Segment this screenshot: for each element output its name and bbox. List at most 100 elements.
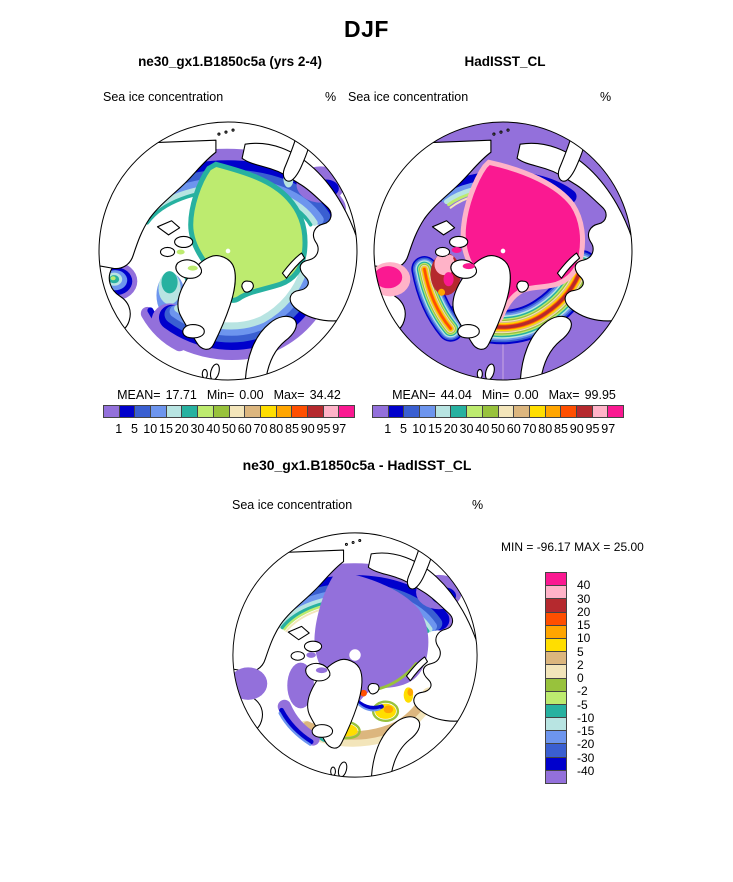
colorbar-cell <box>228 405 246 418</box>
max-value: 25.00 <box>613 540 644 554</box>
obs-units-label: % <box>600 90 612 104</box>
colorbar-cell <box>419 405 436 418</box>
colorbar-cells <box>545 572 567 784</box>
colorbar-tick-label: 70 <box>522 422 537 436</box>
colorbar-cell <box>575 405 593 418</box>
colorbar-tick-label: 50 <box>222 422 236 436</box>
max-label: MAX = <box>574 540 611 554</box>
colorbar-cell <box>545 651 567 666</box>
colorbar-cell <box>338 405 355 418</box>
max-value: 34.42 <box>309 388 341 402</box>
colorbar-tick-label: 70 <box>253 422 268 436</box>
colorbar-tick-label: 5 <box>131 422 138 436</box>
colorbar-tick-label: 1 <box>384 422 392 436</box>
colorbar-cell <box>259 405 277 418</box>
colorbar-tick-label: 1 <box>115 422 123 436</box>
colorbar-cells <box>372 405 624 418</box>
colorbar-cell <box>497 405 515 418</box>
pole-dot <box>349 649 361 661</box>
colorbar-tick-label: 5 <box>577 644 584 659</box>
colorbar-cell <box>450 405 468 418</box>
diff-panel-title: ne30_gx1.B1850c5a - HadISST_CL <box>242 457 472 473</box>
model-field-label: Sea ice concentration <box>103 90 224 104</box>
colorbar-tick-label: 85 <box>554 422 568 436</box>
colorbar-tick-label: 60 <box>506 422 521 436</box>
min-value: 0.00 <box>239 388 264 402</box>
colorbar-cell <box>607 405 624 418</box>
colorbar-cell <box>528 405 546 418</box>
obs-colorbar: 1 5 10 15 20 30 40 50 60 70 80 85 90 95 97 <box>372 405 624 439</box>
figure-title: DJF <box>344 16 389 42</box>
colorbar-tick-label: 30 <box>459 422 474 436</box>
min-value: 0.00 <box>514 388 539 402</box>
colorbar-tick-label: 15 <box>428 422 442 436</box>
colorbar-tick-label: 95 <box>585 422 600 436</box>
model-map <box>98 121 358 381</box>
colorbar-cell <box>545 703 567 719</box>
colorbar-tick-label: 40 <box>206 422 221 436</box>
colorbar-cell <box>545 572 567 587</box>
mean-label: MEAN= <box>117 388 161 402</box>
colorbar-cell <box>165 405 183 418</box>
max-label: Max= <box>548 388 580 402</box>
colorbar-cell <box>545 664 567 679</box>
colorbar-tick-label: -2 <box>577 684 588 699</box>
colorbar-cell <box>545 598 567 613</box>
colorbar-tick-label: 50 <box>491 422 505 436</box>
min-label: MIN = <box>501 540 534 554</box>
min-label: Min= <box>481 388 510 402</box>
pole-dot <box>500 248 506 254</box>
diff-units-label: % <box>472 498 484 512</box>
colorbar-tick-label: 97 <box>332 422 347 436</box>
colorbar-tick-label: 5 <box>400 422 407 436</box>
obs-map <box>373 121 633 381</box>
colorbar-cell <box>322 405 340 418</box>
colorbar-tick-label: 10 <box>412 422 427 436</box>
colorbar-tick-label: 20 <box>577 604 591 619</box>
model-units-label: % <box>325 90 337 104</box>
colorbar-cell <box>545 611 567 626</box>
colorbar-cell <box>181 405 199 418</box>
colorbar-cell <box>513 405 530 418</box>
colorbar-tick-label: -20 <box>577 737 595 752</box>
colorbar-cell <box>244 405 261 418</box>
colorbar-tick-label: 95 <box>316 422 331 436</box>
diff-colorbar: 40 30 20 15 10 5 2 0 -2 -5 -10 -15 -20 -30 -40 <box>545 572 615 784</box>
colorbar-cell <box>275 405 293 418</box>
colorbar-tick-label: -10 <box>577 710 595 725</box>
colorbar-tick-label: 30 <box>190 422 205 436</box>
colorbar-tick-label: 20 <box>443 422 458 436</box>
colorbar-cell <box>197 405 214 418</box>
max-label: Max= <box>273 388 305 402</box>
colorbar-cell <box>103 405 120 418</box>
colorbar-cell <box>545 585 567 600</box>
colorbar-cell <box>545 769 567 784</box>
model-colorbar: 1 5 10 15 20 30 40 50 60 70 80 85 90 95 97 <box>103 405 355 439</box>
colorbar-cell <box>150 405 167 418</box>
colorbar-cell <box>545 690 567 705</box>
colorbar-cells <box>103 405 355 418</box>
colorbar-tick-label: 10 <box>577 631 591 646</box>
colorbar-cell <box>560 405 577 418</box>
diff-field-label: Sea ice concentration <box>232 498 353 512</box>
max-value: 99.95 <box>584 388 616 402</box>
mean-value: 44.04 <box>440 388 472 402</box>
diff-minmax: MIN = -96.17 MAX = 25.00 <box>501 540 644 554</box>
colorbar-tick-label: -15 <box>577 724 595 738</box>
colorbar-cell <box>591 405 609 418</box>
obs-field-label: Sea ice concentration <box>348 90 469 104</box>
colorbar-cell <box>372 405 389 418</box>
model-panel-title: ne30_gx1.B1850c5a (yrs 2-4) <box>138 54 322 69</box>
colorbar-cell <box>306 405 324 418</box>
colorbar-tick-label: 97 <box>601 422 616 436</box>
colorbar-tick-label: 15 <box>577 618 591 632</box>
colorbar-tick-label: -30 <box>577 750 595 765</box>
colorbar-cell <box>291 405 308 418</box>
mean-value: 17.71 <box>165 388 197 402</box>
colorbar-tick-label: 40 <box>577 578 591 593</box>
mean-label: MEAN= <box>392 388 436 402</box>
colorbar-tick-label: 80 <box>538 422 553 436</box>
colorbar-cell <box>212 405 230 418</box>
colorbar-cell <box>466 405 483 418</box>
